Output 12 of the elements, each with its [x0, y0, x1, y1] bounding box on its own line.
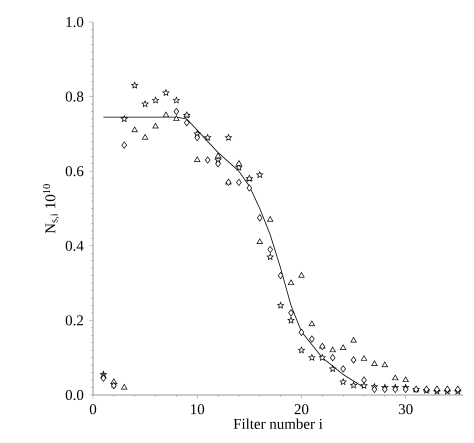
x-tick-label: 30: [398, 404, 413, 414]
y-tick-label: 0.4: [66, 240, 84, 251]
y-tick-label: 0.6: [66, 166, 84, 176]
y-tick-label: 0.0: [66, 390, 84, 400]
x-tick-label: 10: [191, 404, 204, 414]
y-tick-label: 1.0: [66, 16, 84, 28]
x-tick-label: 0: [90, 404, 96, 414]
y-tick-label: 0.2: [66, 315, 84, 326]
y-axis-title: N$_{s,i}$ 10$^{10}$: [43, 184, 59, 234]
x-tick-label: 20: [294, 404, 308, 414]
x-axis-title: Filter number i: [234, 418, 323, 429]
y-tick-label: 0.8: [66, 92, 84, 102]
